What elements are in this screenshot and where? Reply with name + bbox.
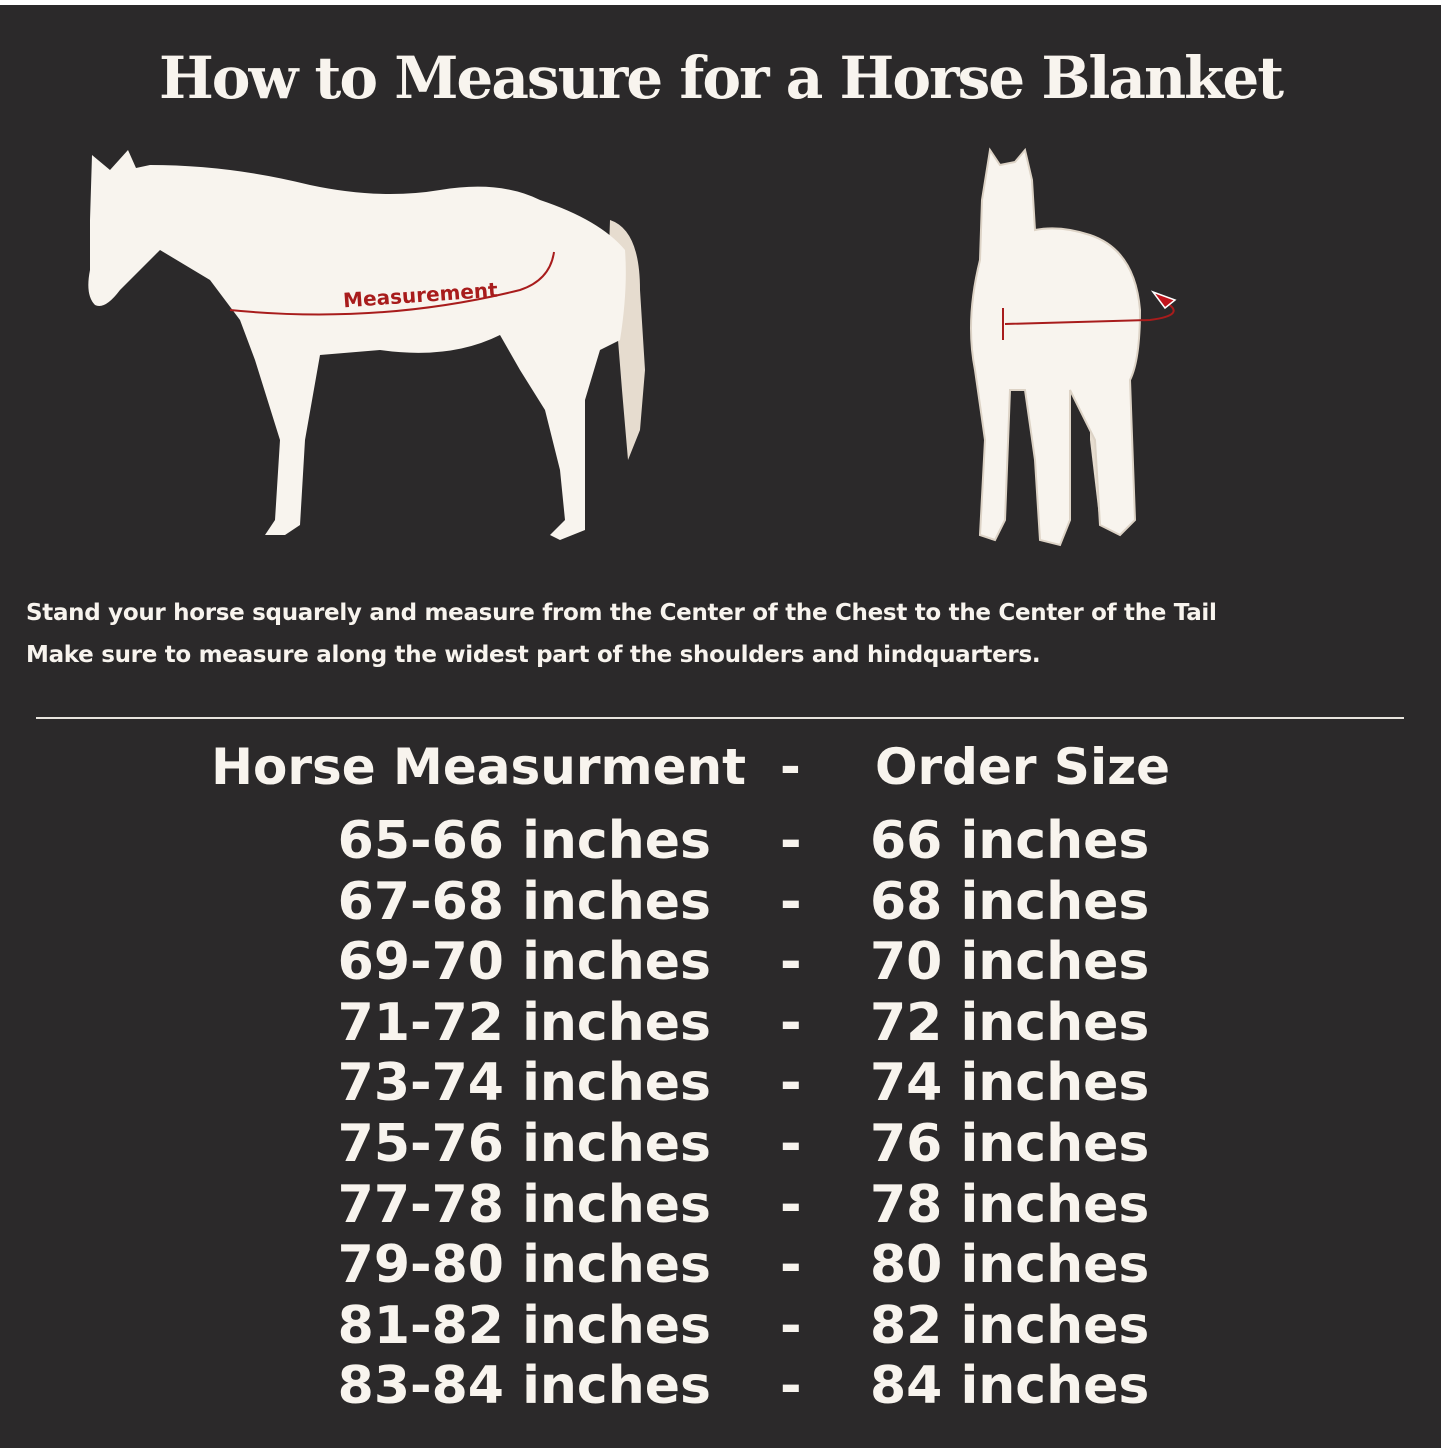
row-separator: - bbox=[780, 871, 802, 932]
measurement-line bbox=[229, 251, 555, 316]
table-row: 77-78 inches - 78 inches bbox=[0, 1175, 1441, 1235]
row-order-size: 84 inches bbox=[870, 1356, 1150, 1417]
table-row: 71-72 inches - 72 inches bbox=[0, 993, 1441, 1053]
table-row: 69-70 inches - 70 inches bbox=[0, 932, 1441, 992]
wrap-around-arrow-icon bbox=[1150, 290, 1177, 310]
row-order-size: 76 inches bbox=[870, 1114, 1150, 1174]
table-row: 73-74 inches - 74 inches bbox=[0, 1053, 1441, 1113]
table-header: Horse Measurment - Order Size bbox=[0, 738, 1441, 798]
row-measurement: 71-72 inches bbox=[337, 992, 711, 1053]
table-row: 65-66 inches - 66 inches bbox=[0, 811, 1441, 871]
table-row: 79-80 inches - 80 inches bbox=[0, 1235, 1441, 1295]
row-measurement: 77-78 inches bbox=[337, 1174, 711, 1235]
table-row: 81-82 inches - 82 inches bbox=[0, 1296, 1441, 1356]
row-measurement: 67-68 inches bbox=[337, 871, 711, 932]
header-measurement: Horse Measurment bbox=[211, 738, 746, 796]
row-separator: - bbox=[780, 1053, 802, 1114]
table-row: 83-84 inches - 84 inches bbox=[0, 1356, 1441, 1416]
row-order-size: 66 inches bbox=[870, 811, 1150, 871]
side-view-horse-illustration: Measurement bbox=[88, 150, 645, 540]
row-order-size: 68 inches bbox=[870, 871, 1150, 932]
row-separator: - bbox=[780, 811, 802, 871]
row-measurement: 83-84 inches bbox=[337, 1356, 711, 1417]
row-separator: - bbox=[780, 1295, 802, 1356]
row-order-size: 74 inches bbox=[870, 1053, 1150, 1114]
row-separator: - bbox=[780, 992, 802, 1053]
table-row: 75-76 inches - 76 inches bbox=[0, 1114, 1441, 1174]
row-measurement: 75-76 inches bbox=[337, 1114, 711, 1174]
row-order-size: 80 inches bbox=[870, 1235, 1150, 1296]
instruction-line-1: Stand your horse squarely and measure fr… bbox=[26, 600, 1217, 626]
front-view-horse-illustration bbox=[970, 147, 1177, 547]
row-separator: - bbox=[780, 1235, 802, 1296]
header-order-size: Order Size bbox=[875, 738, 1171, 796]
row-order-size: 72 inches bbox=[870, 992, 1150, 1053]
row-measurement: 81-82 inches bbox=[337, 1295, 711, 1356]
row-measurement: 69-70 inches bbox=[337, 932, 711, 993]
instruction-line-2: Make sure to measure along the widest pa… bbox=[26, 642, 1041, 668]
row-separator: - bbox=[780, 1114, 802, 1174]
row-separator: - bbox=[780, 932, 802, 993]
row-measurement: 73-74 inches bbox=[337, 1053, 711, 1114]
header-separator: - bbox=[780, 738, 801, 796]
row-order-size: 82 inches bbox=[870, 1295, 1150, 1356]
row-measurement: 79-80 inches bbox=[337, 1235, 711, 1296]
divider bbox=[36, 717, 1404, 719]
page-title: How to Measure for a Horse Blanket bbox=[158, 44, 1284, 112]
row-order-size: 70 inches bbox=[870, 932, 1150, 993]
row-measurement: 65-66 inches bbox=[337, 811, 711, 871]
row-separator: - bbox=[780, 1356, 802, 1417]
side-horse-body bbox=[88, 150, 626, 540]
row-separator: - bbox=[780, 1174, 802, 1235]
front-horse-body bbox=[970, 147, 1142, 547]
table-row: 67-68 inches - 68 inches bbox=[0, 872, 1441, 932]
row-order-size: 78 inches bbox=[870, 1174, 1150, 1235]
